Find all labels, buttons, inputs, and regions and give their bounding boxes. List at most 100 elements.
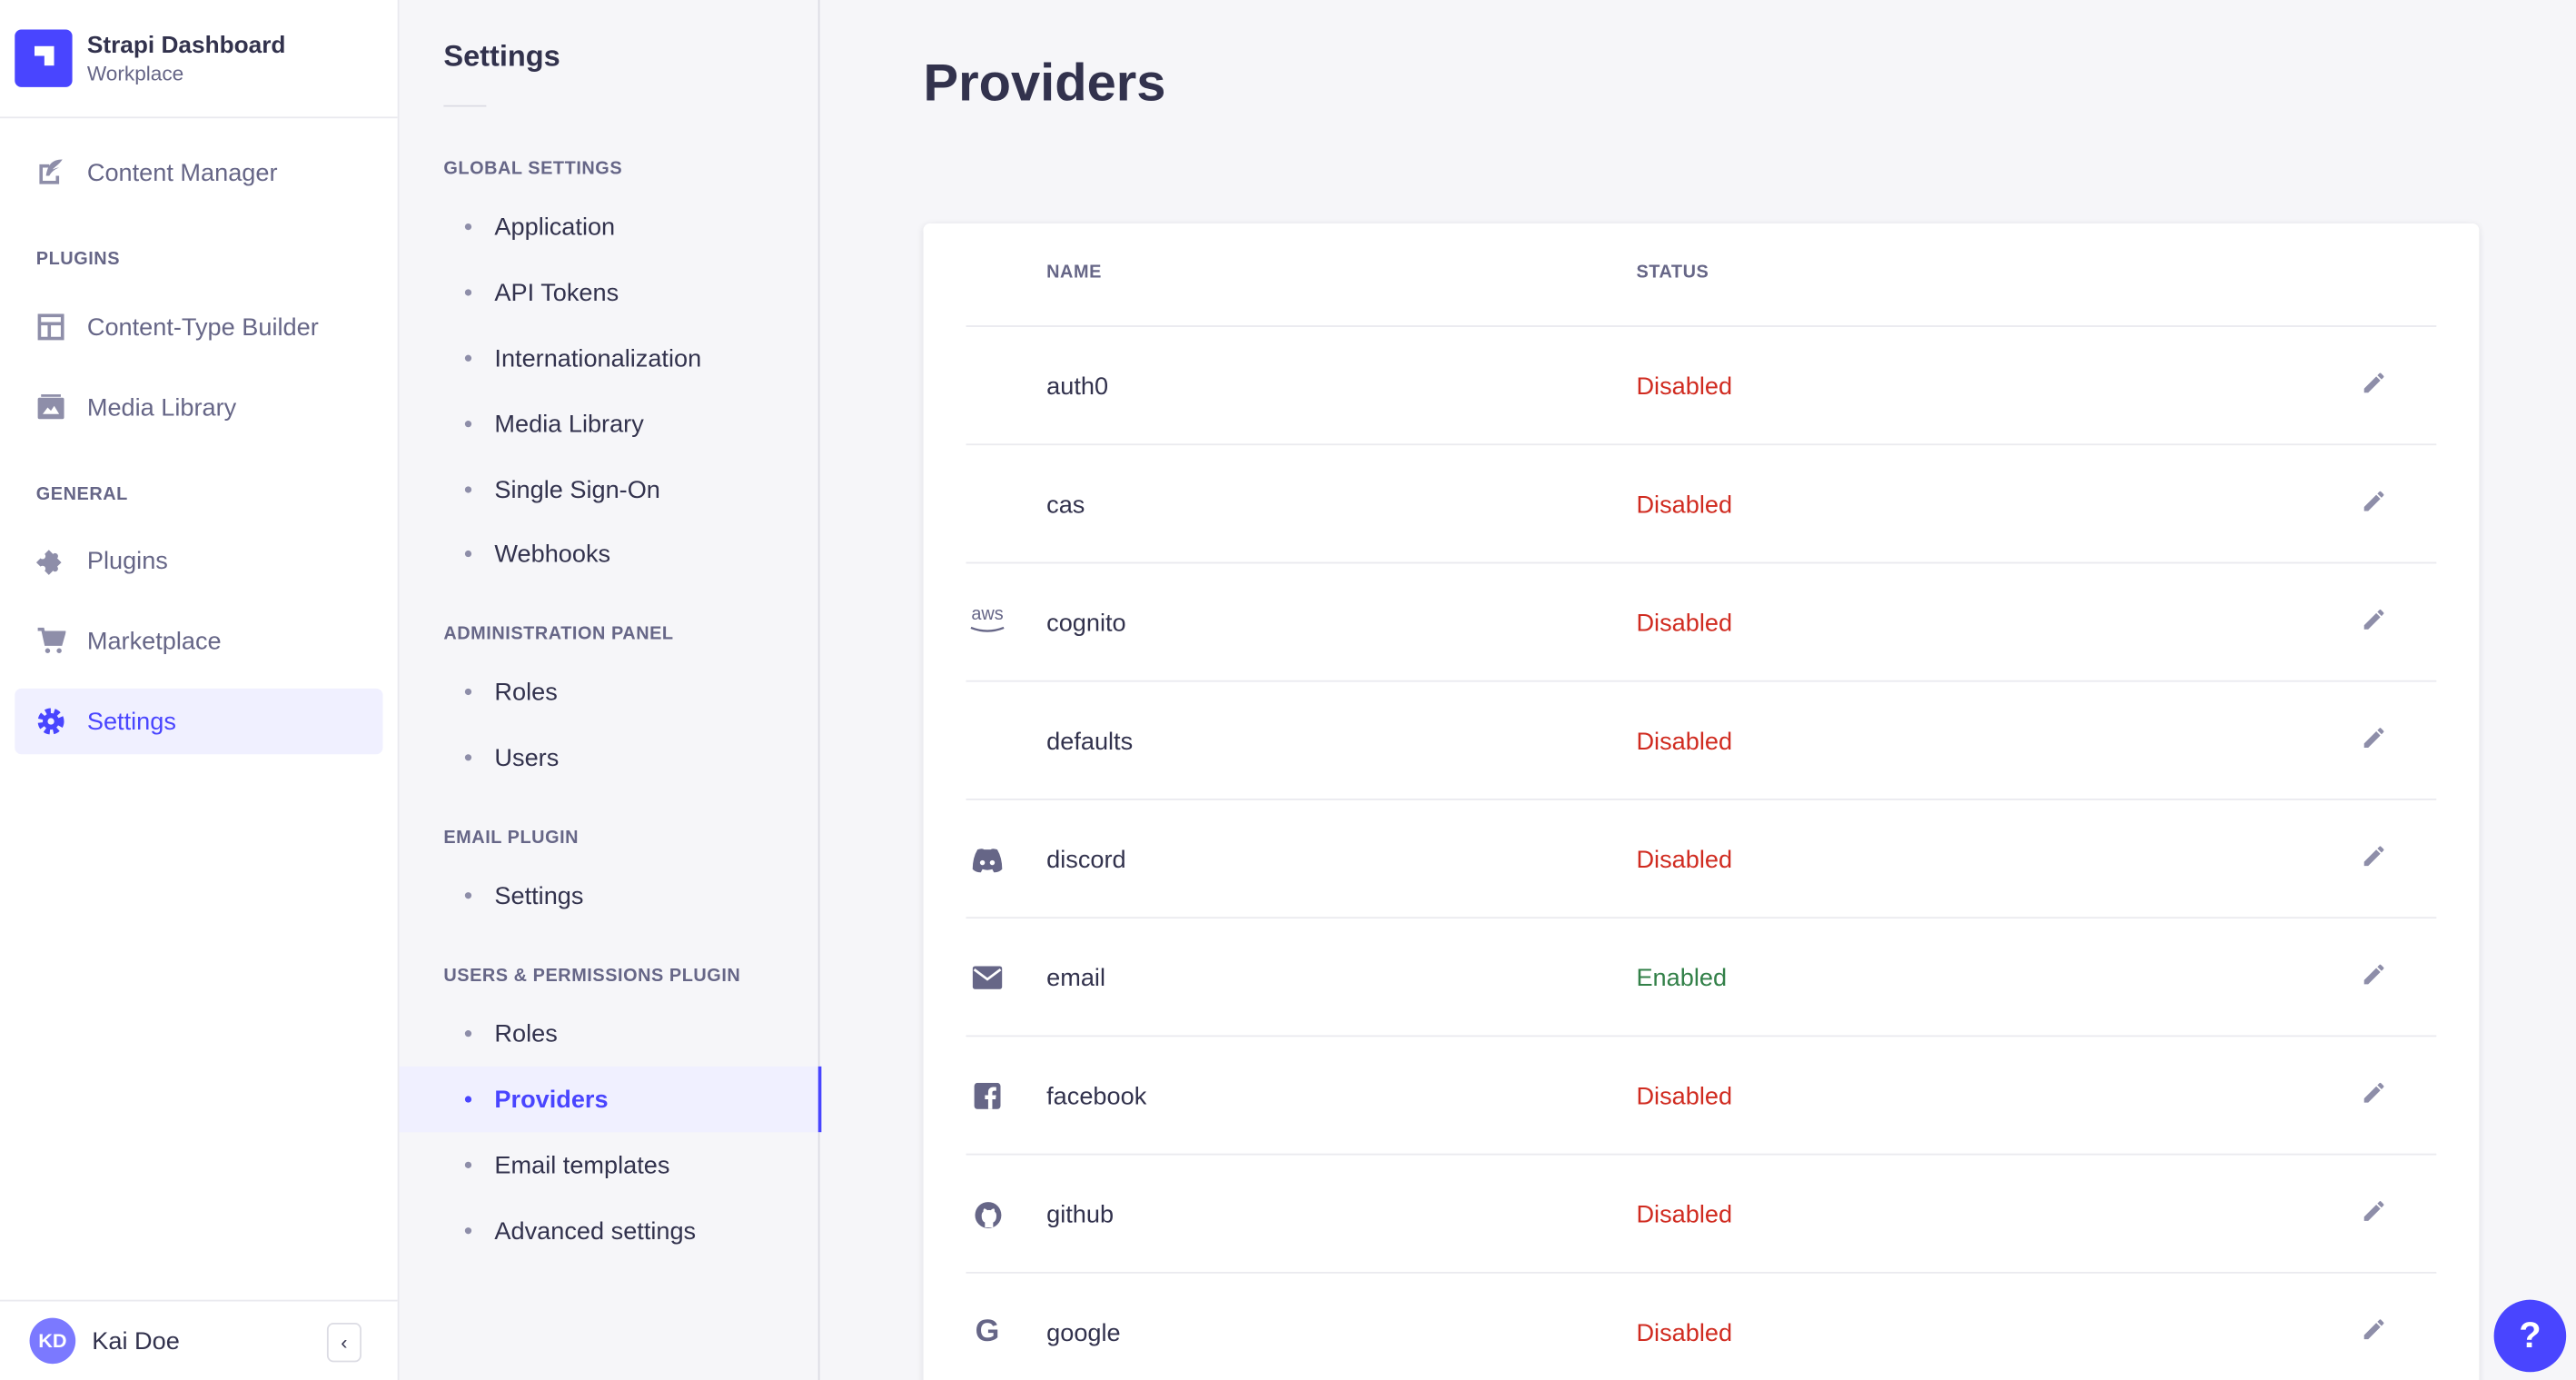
subnav-label: Advanced settings bbox=[494, 1216, 697, 1246]
section-heading: EMAIL PLUGIN bbox=[443, 828, 580, 849]
table-row[interactable]: cas Disabled bbox=[966, 443, 2437, 563]
user-menu[interactable]: KD Kai Doe ‹ bbox=[0, 1299, 398, 1380]
status-badge: Disabled bbox=[1636, 609, 1733, 637]
subnav-label: Application bbox=[494, 213, 616, 241]
edit-pencil-icon[interactable] bbox=[2363, 1080, 2385, 1111]
edit-pencil-icon[interactable] bbox=[2363, 844, 2385, 875]
provider-icon bbox=[966, 1082, 1009, 1109]
providers-table: NAME STATUS auth0 Disabled cas Disabled aws c… bbox=[923, 223, 2480, 1380]
status-badge: Disabled bbox=[1636, 490, 1733, 519]
chevron-left-icon: ‹ bbox=[341, 1331, 348, 1355]
table-row[interactable]: discord Disabled bbox=[966, 799, 2437, 918]
subnav-application[interactable]: Application bbox=[400, 194, 818, 259]
subnav-up-roles[interactable]: Roles bbox=[400, 1000, 818, 1066]
subnav-email-settings[interactable]: Settings bbox=[400, 863, 818, 928]
strapi-logo-icon bbox=[15, 29, 73, 87]
subnav-label: Providers bbox=[494, 1085, 609, 1114]
nav-section-plugins: PLUGINS bbox=[35, 249, 121, 270]
subnav-label: Webhooks bbox=[494, 540, 611, 568]
feather-icon bbox=[36, 158, 66, 188]
aws-icon: aws bbox=[969, 606, 1006, 638]
nav-section-general: GENERAL bbox=[35, 484, 128, 505]
provider-name: defaults bbox=[1046, 727, 1134, 756]
edit-pencil-icon[interactable] bbox=[2363, 489, 2385, 520]
status-badge: Enabled bbox=[1636, 963, 1728, 992]
main-nav: Strapi Dashboard Workplace Content Manag… bbox=[0, 0, 400, 1380]
table-row[interactable]: github Disabled bbox=[966, 1153, 2437, 1274]
subnav-admin-roles[interactable]: Roles bbox=[400, 659, 818, 724]
status-badge: Disabled bbox=[1636, 372, 1733, 401]
cart-icon bbox=[36, 626, 66, 656]
subnav-email-templates[interactable]: Email templates bbox=[400, 1132, 818, 1197]
divider bbox=[443, 104, 487, 107]
subnav-providers[interactable]: Providers bbox=[399, 1066, 822, 1133]
mail-icon bbox=[972, 966, 1003, 989]
puzzle-icon bbox=[35, 545, 66, 575]
table-row[interactable]: email Enabled bbox=[966, 917, 2437, 1037]
discord-icon bbox=[972, 848, 1003, 872]
subnav-sso[interactable]: Single Sign-On bbox=[400, 457, 818, 522]
section-heading: USERS & PERMISSIONS PLUGIN bbox=[443, 966, 741, 987]
subnav-webhooks[interactable]: Webhooks bbox=[400, 521, 818, 586]
provider-icon bbox=[966, 847, 1009, 872]
subnav-label: Media Library bbox=[494, 410, 644, 439]
status-badge: Disabled bbox=[1636, 727, 1733, 756]
subnav-label: API Tokens bbox=[494, 278, 619, 307]
subnav-label: Roles bbox=[494, 678, 558, 706]
subnav-label: Single Sign-On bbox=[494, 475, 660, 504]
edit-pencil-icon[interactable] bbox=[2363, 962, 2385, 993]
status-badge: Disabled bbox=[1636, 1082, 1733, 1110]
table-row[interactable]: defaults Disabled bbox=[966, 680, 2437, 800]
page-title: Providers bbox=[923, 52, 1166, 112]
provider-name: facebook bbox=[1046, 1082, 1147, 1110]
subnav-internationalization[interactable]: Internationalization bbox=[400, 325, 818, 391]
nav-label: Media Library bbox=[86, 393, 237, 422]
provider-name: cas bbox=[1046, 490, 1085, 519]
subnav-label: Roles bbox=[494, 1019, 558, 1048]
nav-label: Content-Type Builder bbox=[86, 313, 319, 342]
gear-icon bbox=[36, 707, 66, 737]
nav-content-type-builder[interactable]: Content-Type Builder bbox=[15, 294, 382, 360]
status-badge: Disabled bbox=[1636, 1318, 1733, 1347]
subnav-media-library[interactable]: Media Library bbox=[400, 391, 818, 456]
section-heading: GLOBAL SETTINGS bbox=[443, 159, 623, 180]
user-name: Kai Doe bbox=[92, 1326, 180, 1355]
edit-pencil-icon[interactable] bbox=[2363, 1317, 2385, 1348]
edit-pencil-icon[interactable] bbox=[2363, 726, 2385, 757]
subnav-advanced-settings[interactable]: Advanced settings bbox=[400, 1198, 818, 1264]
edit-pencil-icon[interactable] bbox=[2363, 607, 2385, 638]
subnav-users[interactable]: Users bbox=[400, 725, 818, 790]
provider-name: auth0 bbox=[1046, 372, 1109, 401]
nav-media-library[interactable]: Media Library bbox=[15, 374, 382, 440]
image-icon bbox=[36, 392, 66, 422]
provider-icon: aws bbox=[966, 606, 1009, 638]
provider-name: github bbox=[1046, 1200, 1115, 1229]
provider-name: google bbox=[1046, 1318, 1121, 1347]
collapse-nav-button[interactable]: ‹ bbox=[326, 1323, 362, 1363]
nav-label: Plugins bbox=[86, 546, 168, 575]
brand-subtitle: Workplace bbox=[86, 61, 184, 85]
nav-marketplace[interactable]: Marketplace bbox=[15, 608, 382, 673]
subnav-label: Users bbox=[494, 743, 560, 772]
nav-settings[interactable]: Settings bbox=[15, 688, 383, 755]
layout-icon bbox=[36, 313, 66, 343]
table-row[interactable]: auth0 Disabled bbox=[966, 325, 2437, 445]
table-row[interactable]: aws cognito Disabled bbox=[966, 561, 2437, 682]
provider-icon bbox=[966, 1200, 1009, 1228]
status-badge: Disabled bbox=[1636, 1200, 1733, 1229]
help-button[interactable]: ? bbox=[2493, 1299, 2567, 1373]
brand: Strapi Dashboard Workplace bbox=[0, 0, 398, 119]
edit-pencil-icon[interactable] bbox=[2363, 371, 2385, 402]
nav-label: Settings bbox=[86, 707, 176, 736]
nav-content-manager[interactable]: Content Manager bbox=[15, 140, 382, 205]
status-badge: Disabled bbox=[1636, 845, 1733, 874]
table-row[interactable]: facebook Disabled bbox=[966, 1035, 2437, 1155]
settings-subnav: Settings GLOBAL SETTINGS Application API… bbox=[399, 0, 822, 1380]
google-icon: G bbox=[975, 1314, 1000, 1349]
edit-pencil-icon[interactable] bbox=[2363, 1198, 2385, 1229]
subnav-api-tokens[interactable]: API Tokens bbox=[400, 260, 818, 325]
github-icon bbox=[974, 1201, 1001, 1228]
nav-plugins[interactable]: Plugins bbox=[15, 528, 382, 593]
settings-title: Settings bbox=[443, 39, 560, 73]
